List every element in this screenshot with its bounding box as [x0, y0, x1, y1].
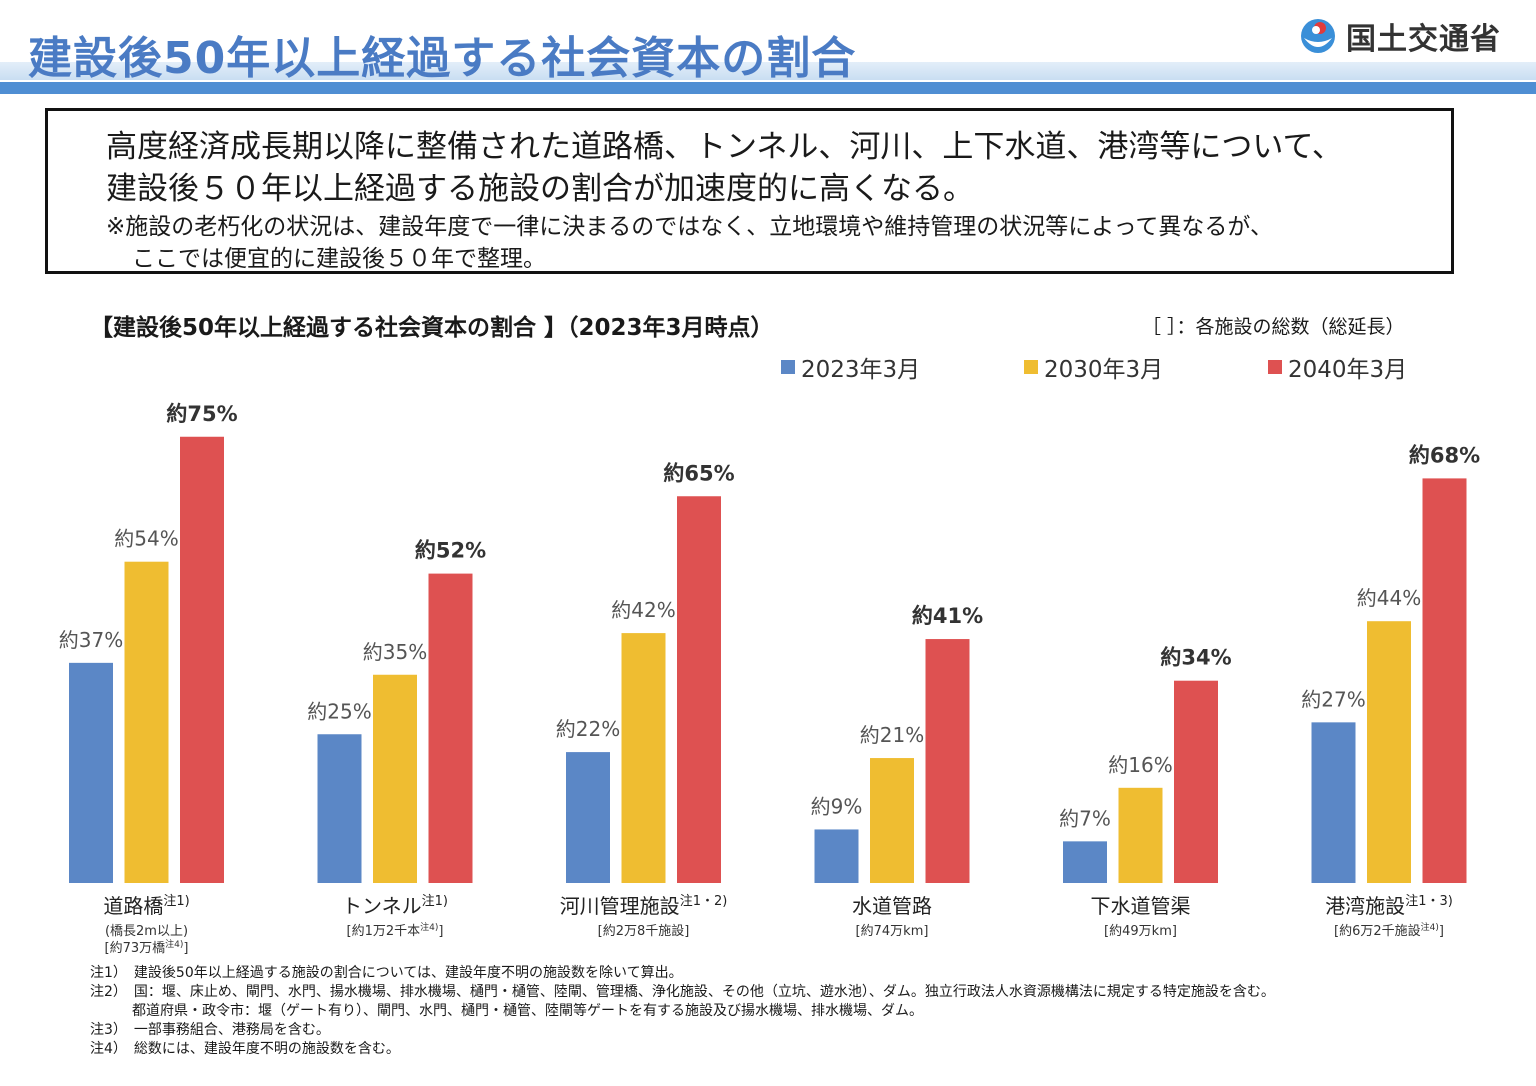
- bar-4-1: [1118, 787, 1163, 883]
- data-label-4-1: 約16%: [1108, 753, 1172, 777]
- legend-item-2030: 2030年3月: [1024, 350, 1163, 384]
- bar-3-0: [814, 829, 859, 883]
- chart-total-note: ［ ］：各施設の総数（総延長）: [1142, 316, 1405, 338]
- data-label-1-2: 約52%: [415, 539, 486, 563]
- summary-note-1: ※施設の老朽化の状況は、建設年度で一律に決まるのではなく、立地環境や維持管理の状…: [106, 214, 1273, 240]
- data-label-3-1: 約21%: [860, 723, 924, 747]
- data-label-2-1: 約42%: [611, 598, 675, 622]
- footnotes: 注1） 建設後50年以上経過する施設の割合については、建設年度不明の施設数を除い…: [90, 964, 1275, 1059]
- bar-5-0: [1311, 722, 1356, 883]
- header-band-light: [0, 62, 1536, 80]
- data-label-5-1: 約44%: [1357, 586, 1421, 610]
- data-label-4-0: 約7%: [1059, 806, 1111, 830]
- data-label-3-2: 約41%: [912, 604, 983, 628]
- category-sub-2-0: [約2万8千施設]: [598, 923, 690, 939]
- bar-0-0: [69, 662, 113, 883]
- footnote-1: 注1） 建設後50年以上経過する施設の割合については、建設年度不明の施設数を除い…: [90, 965, 683, 981]
- data-label-1-1: 約35%: [363, 640, 427, 664]
- bar-1-2: [428, 573, 473, 883]
- category-label-3: 水道管路: [852, 894, 932, 918]
- bar-chart: 約37% 約54% 約75% 道路橋注1) (橋長2m以上)[約73万橋注4)] 約25%…: [59, 402, 1480, 956]
- legend-swatch-2030: [1024, 360, 1038, 374]
- data-label-5-2: 約68%: [1409, 443, 1480, 467]
- data-label-3-0: 約9%: [811, 794, 863, 818]
- data-label-2-2: 約65%: [663, 461, 734, 485]
- category-sub-0-1: [約73万橋注4)]: [105, 938, 189, 956]
- summary-box: 高度経済成長期以降に整備された道路橋、トンネル、河川、上下水道、港湾等について、…: [45, 108, 1454, 274]
- data-label-2-0: 約22%: [556, 717, 620, 741]
- bar-1-1: [373, 674, 417, 883]
- bar-2-0: [566, 752, 610, 883]
- ministry-logo: 国土交通省: [1298, 14, 1501, 58]
- summary-line-1: 高度経済成長期以降に整備された道路橋、トンネル、河川、上下水道、港湾等について、: [106, 129, 1343, 165]
- bar-3-2: [925, 639, 970, 883]
- bar-5-1: [1367, 621, 1411, 883]
- data-label-0-0: 約37%: [59, 628, 123, 652]
- data-label-0-2: 約75%: [166, 402, 237, 426]
- category-sub-0-0: (橋長2m以上): [105, 924, 188, 939]
- ministry-emblem-icon: [1298, 16, 1338, 56]
- footnote-4: 注4） 総数には、建設年度不明の施設数を含む。: [90, 1041, 400, 1057]
- bar-3-1: [870, 758, 914, 883]
- category-label-1: トンネル注1): [342, 894, 448, 918]
- legend-item-2040: 2040年3月: [1268, 350, 1407, 384]
- bar-2-2: [677, 496, 721, 883]
- header-band-blue: [0, 82, 1536, 94]
- legend-label-2030: 2030年3月: [1044, 357, 1164, 383]
- bar-1-0: [317, 734, 362, 883]
- bar-4-2: [1174, 680, 1218, 883]
- category-label-0: 道路橋注1): [103, 894, 189, 918]
- bar-5-2: [1422, 478, 1467, 883]
- bar-2-1: [621, 633, 666, 883]
- category-sub-5-0: [約6万2千施設注4)]: [1334, 921, 1444, 939]
- chart-title: 【建設後50年以上経過する社会資本の割合 】（2023年3月時点）: [90, 315, 774, 341]
- legend-label-2023: 2023年3月: [801, 357, 921, 383]
- footnote-3: 注3） 一部事務組合、港務局を含む。: [90, 1022, 330, 1038]
- legend-item-2023: 2023年3月: [781, 350, 920, 384]
- bar-0-2: [180, 436, 224, 883]
- bar-4-0: [1063, 841, 1107, 883]
- bar-0-1: [124, 561, 169, 883]
- category-label-4: 下水道管渠: [1091, 894, 1191, 918]
- category-label-2: 河川管理施設注1・2): [560, 894, 728, 918]
- data-label-4-2: 約34%: [1160, 646, 1231, 670]
- category-sub-1-0: [約1万2千本注4)]: [347, 921, 444, 939]
- category-label-5: 港湾施設注1・3): [1325, 894, 1453, 918]
- category-sub-4-0: [約49万km]: [1104, 924, 1177, 939]
- legend-swatch-2040: [1268, 360, 1282, 374]
- page-title: 建設後50年以上経過する社会資本の割合: [28, 33, 857, 84]
- category-sub-3-0: [約74万km]: [856, 924, 929, 939]
- summary-note-2: ここでは便宜的に建設後５０年で整理。: [132, 246, 546, 272]
- data-label-5-0: 約27%: [1301, 687, 1365, 711]
- summary-line-2: 建設後５０年以上経過する施設の割合が加速度的に高くなる。: [106, 171, 974, 207]
- footnote-2: 注2） 国：堰、床止め、閘門、水門、揚水機場、排水機場、樋門・樋管、陸閘、管理橋…: [90, 984, 1275, 1000]
- ministry-name: 国土交通省: [1346, 22, 1501, 57]
- data-label-0-1: 約54%: [114, 527, 178, 551]
- data-label-1-0: 約25%: [307, 699, 371, 723]
- legend-label-2040: 2040年3月: [1288, 357, 1408, 383]
- footnote-2-cont: 都道府県・政令市：堰（ゲート有り）、閘門、水門、樋門・樋管、陸閘等ゲートを有する…: [132, 1003, 923, 1019]
- legend-swatch-2023: [781, 360, 795, 374]
